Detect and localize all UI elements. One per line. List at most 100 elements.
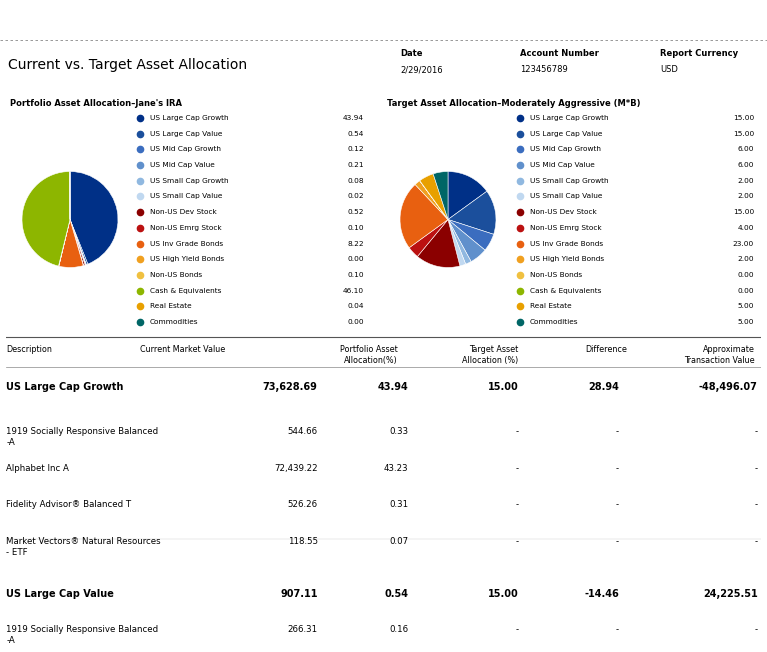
Text: 2.00: 2.00 (737, 256, 754, 262)
Wedge shape (417, 220, 460, 267)
Text: Non-US Bonds: Non-US Bonds (530, 272, 582, 278)
Text: Non-US Emrg Stock: Non-US Emrg Stock (530, 225, 601, 231)
Text: 28.94: 28.94 (588, 382, 619, 392)
Text: 0.00: 0.00 (347, 319, 364, 325)
Wedge shape (433, 171, 448, 220)
Text: -: - (755, 537, 758, 546)
Wedge shape (409, 220, 448, 256)
Text: Approximate
Transaction Value: Approximate Transaction Value (684, 345, 755, 365)
Text: US Inv Grade Bonds: US Inv Grade Bonds (530, 241, 603, 246)
Text: 0.12: 0.12 (347, 146, 364, 153)
Text: 0.21: 0.21 (347, 162, 364, 168)
Text: Date: Date (400, 49, 423, 58)
Text: 0.02: 0.02 (347, 194, 364, 200)
Text: -: - (616, 464, 619, 473)
Wedge shape (415, 181, 448, 220)
Wedge shape (70, 220, 87, 265)
Wedge shape (70, 220, 88, 265)
Text: -: - (755, 464, 758, 473)
Text: -: - (616, 625, 619, 634)
Wedge shape (58, 220, 70, 266)
Text: 0.08: 0.08 (347, 178, 364, 184)
Wedge shape (70, 220, 85, 265)
Text: -: - (616, 500, 619, 509)
Text: Description: Description (6, 345, 52, 354)
Text: US Small Cap Value: US Small Cap Value (530, 194, 602, 200)
Text: 24,225.51: 24,225.51 (703, 589, 758, 599)
Text: US Mid Cap Growth: US Mid Cap Growth (150, 146, 221, 153)
Text: 8.22: 8.22 (347, 241, 364, 246)
Wedge shape (420, 181, 448, 220)
Text: US Large Cap Value: US Large Cap Value (530, 130, 602, 136)
Text: Real Estate: Real Estate (150, 303, 192, 310)
Wedge shape (420, 181, 448, 220)
Text: 2.00: 2.00 (737, 194, 754, 200)
Text: 43.94: 43.94 (377, 382, 408, 392)
Text: Non-US Dev Stock: Non-US Dev Stock (530, 209, 597, 215)
Wedge shape (448, 220, 471, 264)
Text: -: - (515, 537, 518, 546)
Text: -: - (616, 537, 619, 546)
Text: Target Asset Allocation–Moderately Aggressive (M*B): Target Asset Allocation–Moderately Aggre… (387, 100, 640, 108)
Text: Portfolio Asset Allocation–Jane's IRA: Portfolio Asset Allocation–Jane's IRA (10, 100, 182, 108)
Text: US Mid Cap Value: US Mid Cap Value (150, 162, 215, 168)
Text: Alphabet Inc A: Alphabet Inc A (6, 464, 69, 473)
Text: Report Currency: Report Currency (660, 49, 738, 58)
Text: 1919 Socially Responsive Balanced
-A: 1919 Socially Responsive Balanced -A (6, 625, 158, 645)
Text: 15.00: 15.00 (732, 115, 754, 121)
Text: 43.94: 43.94 (343, 115, 364, 121)
Text: 72,439.22: 72,439.22 (274, 464, 318, 473)
Text: Non-US Bonds: Non-US Bonds (150, 272, 202, 278)
Text: 0.31: 0.31 (389, 500, 408, 509)
Text: Cash & Equivalents: Cash & Equivalents (150, 288, 222, 293)
Text: US Large Cap Value: US Large Cap Value (6, 589, 114, 599)
Text: US Large Cap Value: US Large Cap Value (150, 130, 222, 136)
Wedge shape (70, 220, 86, 265)
Text: US Inv Grade Bonds: US Inv Grade Bonds (150, 241, 223, 246)
Text: 123456789: 123456789 (520, 65, 568, 74)
Text: 118.55: 118.55 (288, 537, 318, 546)
Text: 0.52: 0.52 (347, 209, 364, 215)
Text: 6.00: 6.00 (738, 146, 754, 153)
Text: -: - (755, 427, 758, 436)
Text: Current Market Value: Current Market Value (140, 345, 225, 354)
Text: 0.00: 0.00 (737, 288, 754, 293)
Text: 0.16: 0.16 (389, 625, 408, 634)
Text: 23.00: 23.00 (732, 241, 754, 246)
Text: -: - (515, 427, 518, 436)
Wedge shape (70, 220, 85, 265)
Text: Target Asset
Allocation (%): Target Asset Allocation (%) (463, 345, 518, 365)
Text: 0.10: 0.10 (347, 272, 364, 278)
Text: US Small Cap Value: US Small Cap Value (150, 194, 222, 200)
Text: US High Yield Bonds: US High Yield Bonds (150, 256, 224, 262)
Text: 1919 Socially Responsive Balanced
-A: 1919 Socially Responsive Balanced -A (6, 427, 158, 447)
Text: US Small Cap Growth: US Small Cap Growth (150, 178, 229, 184)
Text: US Large Cap Growth: US Large Cap Growth (530, 115, 609, 121)
Text: 0.04: 0.04 (347, 303, 364, 310)
Text: -: - (515, 625, 518, 634)
Text: -: - (515, 500, 518, 509)
Text: 266.31: 266.31 (288, 625, 318, 634)
Text: Real Estate: Real Estate (530, 303, 571, 310)
Text: 0.10: 0.10 (347, 225, 364, 231)
Text: 15.00: 15.00 (488, 382, 518, 392)
Wedge shape (420, 174, 448, 220)
Text: US Mid Cap Value: US Mid Cap Value (530, 162, 594, 168)
Text: 6.00: 6.00 (738, 162, 754, 168)
Text: Commodities: Commodities (150, 319, 199, 325)
Text: Cash & Equivalents: Cash & Equivalents (530, 288, 601, 293)
Text: 46.10: 46.10 (343, 288, 364, 293)
Text: 15.00: 15.00 (732, 130, 754, 136)
Text: 526.26: 526.26 (288, 500, 318, 509)
Wedge shape (448, 171, 487, 220)
Wedge shape (448, 191, 496, 234)
Text: 43.23: 43.23 (384, 464, 408, 473)
Wedge shape (400, 185, 448, 248)
Wedge shape (70, 220, 84, 265)
Text: Difference: Difference (585, 345, 627, 354)
Text: 2/29/2016: 2/29/2016 (400, 65, 443, 74)
Text: US Small Cap Growth: US Small Cap Growth (530, 178, 609, 184)
Text: 15.00: 15.00 (488, 589, 518, 599)
Text: 5.00: 5.00 (738, 319, 754, 325)
Text: 2.00: 2.00 (737, 178, 754, 184)
